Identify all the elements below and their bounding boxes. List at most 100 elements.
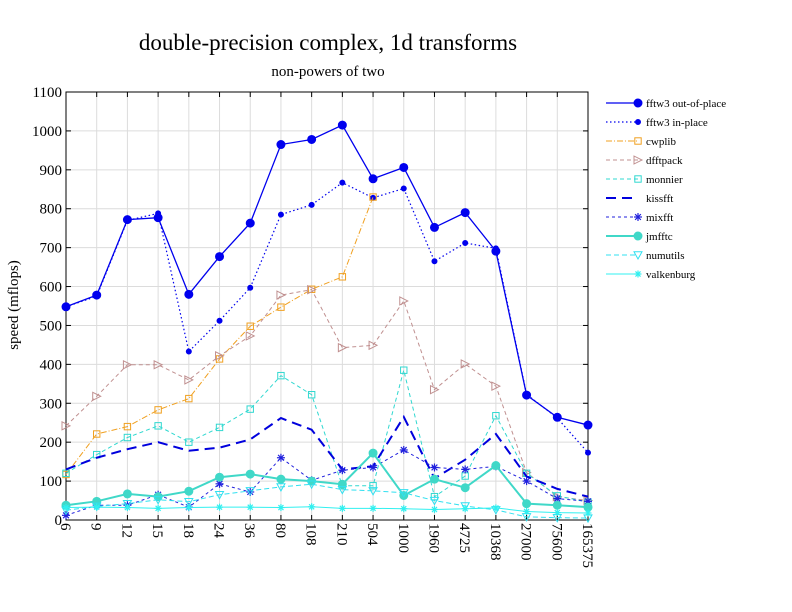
x-tick-label: 15 (149, 523, 165, 538)
data-point (124, 217, 131, 224)
plot-frame (65, 91, 589, 521)
data-point (369, 504, 377, 512)
series-dfftpack (61, 284, 594, 506)
data-point (184, 375, 194, 385)
y-tick-label: 500 (40, 318, 63, 334)
x-tick-label: 210 (333, 523, 349, 546)
data-point (429, 222, 439, 232)
x-tick-label: 1000 (395, 523, 411, 553)
data-point (155, 210, 162, 217)
series-line (65, 196, 374, 475)
data-point (430, 492, 439, 501)
data-point (491, 461, 501, 471)
data-point (337, 485, 348, 495)
x-tick-label: 165375 (579, 523, 595, 568)
data-point (277, 303, 285, 311)
data-point (276, 140, 286, 150)
data-point (277, 211, 284, 218)
data-point (554, 415, 561, 422)
chart-title: double-precision complex, 1d transforms (139, 30, 517, 55)
data-point (93, 430, 101, 438)
legend-label: dfftpack (646, 155, 683, 167)
data-point (634, 137, 642, 145)
data-point (62, 469, 70, 478)
data-point (584, 509, 592, 517)
data-point (429, 496, 440, 506)
data-point (123, 433, 132, 442)
y-tick-label: 300 (40, 396, 63, 412)
data-point (276, 474, 286, 484)
y-tick-label: 0 (55, 513, 63, 529)
data-point (246, 503, 254, 511)
data-point (246, 322, 254, 330)
legend-item: monnier (606, 174, 683, 186)
series-fftw3-out-of-place (61, 120, 593, 430)
y-tick-label: 400 (40, 357, 63, 373)
data-point (633, 251, 643, 261)
legend-item: dfftpack (606, 155, 683, 167)
data-point (585, 449, 591, 456)
data-point (634, 175, 642, 183)
y-tick-label: 1100 (33, 85, 62, 101)
data-point (462, 239, 469, 246)
x-tick-label: 18 (180, 523, 196, 538)
data-point (492, 504, 500, 512)
data-point (276, 453, 285, 462)
x-tick-label: 108 (303, 523, 319, 546)
data-point (460, 483, 470, 493)
legend-item: cwplib (606, 136, 676, 148)
data-point (185, 348, 192, 355)
data-point (122, 499, 133, 509)
data-point (338, 504, 346, 512)
data-point (461, 505, 469, 513)
x-tick-label: 80 (272, 523, 288, 538)
y-tick-label: 200 (40, 435, 63, 451)
legend-item: jmfftc (606, 231, 673, 243)
legend-label: numutils (646, 250, 685, 262)
data-point (215, 252, 225, 262)
data-point (634, 213, 642, 221)
data-point (246, 487, 255, 496)
y-axis: 0 100 200 300 400 500 600 700 800 900 1000 1100 (32, 85, 588, 529)
y-tick-label: 800 (40, 202, 63, 218)
data-point (215, 350, 225, 361)
legend-item: fftw3 out-of-place (606, 98, 726, 110)
data-point (400, 505, 408, 513)
data-point (398, 489, 409, 498)
data-point (633, 155, 644, 165)
data-point (553, 509, 561, 517)
data-point (633, 231, 643, 241)
data-point (122, 359, 133, 370)
data-point (552, 500, 562, 510)
data-point (492, 412, 500, 420)
data-point (153, 496, 163, 505)
legend: fftw3 out-of-place fftw3 in-place cwplib df… (606, 98, 726, 281)
x-tick-label: 10368 (487, 523, 503, 561)
data-point (245, 469, 255, 479)
legend-label: monnier (646, 174, 683, 186)
data-point (337, 342, 348, 353)
data-point (583, 420, 593, 430)
data-point (337, 120, 347, 130)
x-tick-label: 75600 (548, 523, 564, 561)
y-tick-label: 100 (40, 474, 63, 490)
data-point (246, 405, 254, 413)
data-point (122, 489, 132, 499)
data-point (399, 445, 408, 454)
data-point (185, 438, 193, 446)
legend-label: fftw3 in-place (646, 117, 708, 129)
legend-label: fftw3 out-of-place (646, 98, 726, 110)
data-point (492, 245, 499, 252)
data-point (633, 98, 643, 108)
data-point (214, 491, 225, 500)
data-point (400, 366, 408, 374)
data-point (216, 503, 224, 511)
legend-label: cwplib (646, 136, 676, 148)
y-tick-label: 1000 (32, 124, 62, 140)
data-point (431, 258, 438, 265)
data-point (216, 317, 223, 324)
legend-label: valkenburg (646, 269, 696, 281)
x-tick-label: 27000 (518, 523, 534, 561)
data-point (184, 486, 194, 496)
data-point (307, 391, 316, 399)
